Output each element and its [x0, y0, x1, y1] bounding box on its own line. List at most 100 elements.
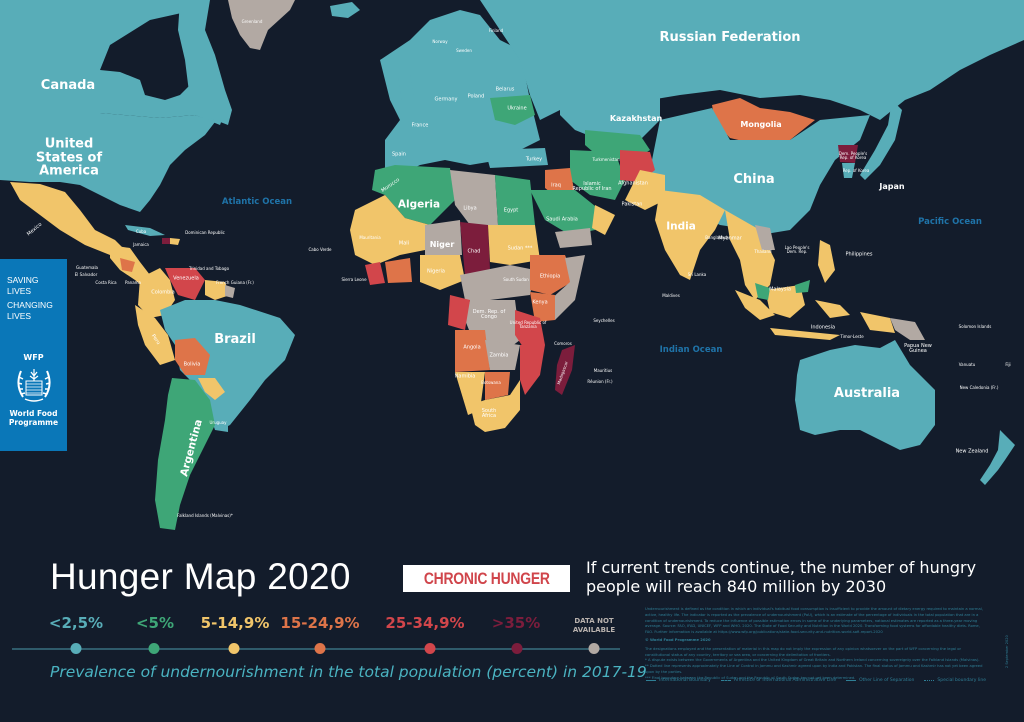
region-uruguay[interactable]: [210, 415, 228, 432]
region-japan[interactable]: [860, 100, 902, 180]
country-label-algeria: Algeria: [397, 198, 441, 211]
region-oman[interactable]: [592, 205, 615, 235]
wfp-brand-panel: SAVING LIVES CHANGING LIVES WFP World Fo…: [0, 259, 67, 451]
region-guyana[interactable]: [205, 280, 230, 300]
region-venezuela[interactable]: [165, 268, 205, 300]
country-label-colombia: Colombia: [151, 289, 175, 296]
region-ethiopia[interactable]: [530, 255, 575, 295]
region-indonesia[interactable]: [735, 285, 850, 340]
region-colombia[interactable]: [138, 268, 175, 318]
region-lao[interactable]: [755, 225, 775, 250]
region-rok[interactable]: [842, 163, 855, 178]
region-southeast-asia[interactable]: [725, 210, 775, 300]
legend-dot-15-24-9: [314, 643, 326, 654]
country-label-japan: Japan: [879, 181, 905, 191]
region-usa[interactable]: [0, 113, 215, 212]
country-label-sweden: Sweden: [456, 47, 472, 53]
region-tanzania[interactable]: [515, 310, 545, 350]
world-map: [0, 0, 1024, 530]
country-label-png: Papua New Guinea: [904, 342, 932, 354]
region-south-africa[interactable]: [470, 380, 520, 432]
country-label-sri-lanka: Sri Lanka: [687, 271, 707, 277]
region-ukraine[interactable]: [490, 95, 535, 125]
region-algeria[interactable]: [385, 165, 455, 225]
country-label-reunion: Réunion (Fr.): [587, 378, 613, 384]
region-paraguay[interactable]: [198, 378, 225, 400]
legend-dot-na: [588, 643, 600, 654]
region-kenya[interactable]: [530, 292, 555, 322]
region-papua-indonesia[interactable]: [860, 312, 895, 333]
region-europe[interactable]: [380, 10, 540, 175]
region-chad[interactable]: [460, 222, 490, 275]
country-label-comoros: Comoros: [554, 340, 572, 346]
country-label-solomon: Solomon Islands: [958, 323, 992, 329]
country-label-pakistan: Pakistan: [621, 201, 643, 208]
region-west-africa[interactable]: [350, 195, 430, 265]
region-somalia[interactable]: [550, 255, 585, 320]
region-dominican-republic[interactable]: [170, 238, 180, 245]
country-label-uruguay: Uruguay: [209, 419, 227, 425]
region-philippines[interactable]: [818, 240, 835, 283]
region-canada[interactable]: [0, 0, 225, 125]
region-french-guiana[interactable]: [225, 285, 235, 298]
region-uk[interactable]: [398, 75, 414, 104]
country-label-angola: Angola: [463, 344, 481, 351]
country-label-mauritania: Mauritania: [359, 234, 381, 240]
region-madagascar[interactable]: [555, 345, 575, 395]
region-car-south-sudan[interactable]: [460, 265, 535, 300]
country-label-indonesia: Indonesia: [810, 324, 836, 331]
region-mexico[interactable]: [10, 182, 125, 255]
region-guinea-coast[interactable]: [365, 262, 385, 285]
region-mongolia[interactable]: [712, 98, 815, 145]
region-new-zealand[interactable]: [980, 430, 1015, 485]
region-canada-east[interactable]: [178, 0, 232, 125]
legend-item-lt5: <5%: [135, 614, 175, 632]
region-gabon-congo[interactable]: [448, 295, 470, 330]
region-sudan[interactable]: [488, 225, 540, 265]
boundary-other: Other Line of Separation: [846, 678, 914, 683]
region-niger[interactable]: [425, 220, 462, 255]
country-label-germany: Germany: [434, 96, 458, 103]
region-libya[interactable]: [450, 170, 498, 225]
region-iran[interactable]: [570, 150, 625, 200]
region-yemen[interactable]: [555, 228, 592, 248]
region-nigeria[interactable]: [420, 255, 465, 290]
country-label-iran: Islamic Republic of Iran: [572, 180, 612, 192]
region-bolivia[interactable]: [175, 338, 210, 375]
country-label-ukraine: Ukraine: [507, 105, 527, 112]
country-label-bolivia: Bolivia: [183, 361, 201, 368]
region-turkey[interactable]: [485, 148, 548, 168]
country-label-maldives: Maldives: [662, 292, 680, 298]
region-malaysia[interactable]: [755, 280, 810, 300]
region-egypt[interactable]: [495, 175, 535, 225]
region-botswana[interactable]: [485, 372, 510, 400]
region-haiti[interactable]: [162, 238, 170, 244]
region-australia[interactable]: [795, 340, 935, 450]
region-saudi[interactable]: [530, 190, 600, 235]
region-cote-divoire[interactable]: [385, 258, 412, 283]
region-zambia[interactable]: [485, 340, 520, 370]
country-label-kenya: Kenya: [532, 299, 548, 306]
region-dprk[interactable]: [838, 145, 858, 163]
region-iceland[interactable]: [330, 2, 360, 18]
region-india[interactable]: [655, 190, 725, 280]
region-greenland[interactable]: [228, 0, 295, 50]
region-png[interactable]: [890, 318, 925, 340]
region-kazakhstan[interactable]: [560, 85, 660, 140]
country-label-afghanistan: Afghanistan: [618, 180, 648, 187]
region-nicaragua[interactable]: [120, 258, 135, 272]
country-label-south-sudan: South Sudan: [503, 276, 529, 282]
region-brazil[interactable]: [160, 300, 295, 430]
headline: If current trends continue, the number o…: [586, 558, 977, 596]
country-label-fiji: Fiji: [1005, 361, 1011, 367]
boundary-international: International Boundary: [646, 678, 711, 683]
region-peru[interactable]: [135, 305, 175, 365]
region-pakistan[interactable]: [625, 170, 665, 210]
region-argentina[interactable]: [155, 378, 215, 530]
region-angola[interactable]: [455, 330, 490, 372]
country-label-french-guiana: French Guiana (Fr.): [216, 279, 254, 285]
country-label-jamaica: Jamaica: [133, 241, 149, 247]
region-mozambique[interactable]: [520, 345, 545, 395]
country-label-guatemala: Guatemala: [75, 264, 99, 270]
region-cuba[interactable]: [125, 225, 165, 236]
